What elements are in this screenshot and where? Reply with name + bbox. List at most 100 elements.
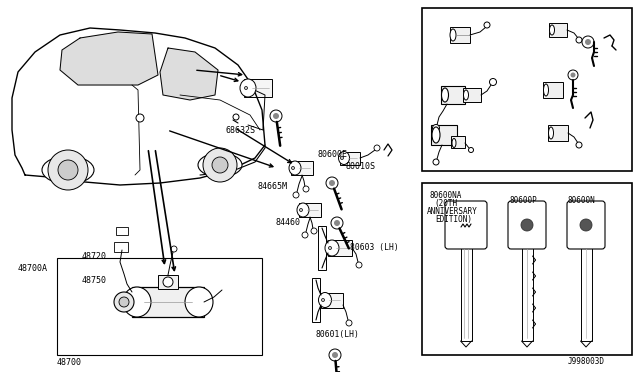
Bar: [116, 227, 128, 235]
Bar: [132, 287, 204, 317]
Circle shape: [582, 36, 594, 48]
Bar: [461, 246, 472, 341]
Text: 80600P: 80600P: [509, 196, 537, 205]
Circle shape: [332, 352, 338, 358]
Circle shape: [329, 180, 335, 186]
Bar: [516, 209, 538, 239]
Bar: [158, 275, 178, 289]
Circle shape: [293, 192, 299, 198]
Circle shape: [576, 142, 582, 148]
Text: 80010S: 80010S: [345, 162, 375, 171]
Bar: [340, 151, 360, 164]
Bar: [549, 23, 567, 37]
Polygon shape: [160, 48, 218, 100]
Circle shape: [490, 78, 497, 86]
Circle shape: [270, 110, 282, 122]
Circle shape: [580, 219, 592, 231]
Ellipse shape: [450, 29, 456, 41]
Bar: [431, 125, 457, 145]
Circle shape: [433, 125, 440, 131]
Circle shape: [300, 208, 303, 212]
Circle shape: [468, 148, 474, 153]
Circle shape: [433, 159, 439, 165]
Bar: [422, 183, 632, 355]
Polygon shape: [60, 32, 158, 85]
Ellipse shape: [163, 277, 173, 287]
Text: (20TH: (20TH: [434, 199, 457, 208]
Text: EDITION): EDITION): [435, 215, 472, 224]
FancyBboxPatch shape: [445, 201, 487, 249]
Text: 84460: 84460: [275, 218, 300, 227]
Text: 80600N: 80600N: [568, 196, 596, 205]
Circle shape: [328, 247, 332, 250]
Bar: [522, 246, 532, 341]
Ellipse shape: [432, 127, 440, 143]
Circle shape: [212, 157, 228, 173]
Text: 48700: 48700: [57, 358, 82, 367]
Circle shape: [484, 22, 490, 28]
Text: ANNIVERSARY: ANNIVERSARY: [427, 207, 478, 216]
Text: 80600NA: 80600NA: [430, 191, 462, 200]
Circle shape: [334, 220, 340, 226]
Circle shape: [203, 148, 237, 182]
Circle shape: [114, 292, 134, 312]
Bar: [575, 209, 597, 239]
Ellipse shape: [123, 287, 151, 317]
Circle shape: [340, 157, 344, 160]
Text: 48750: 48750: [82, 276, 107, 285]
Bar: [328, 240, 352, 256]
Bar: [580, 246, 591, 341]
Circle shape: [119, 297, 129, 307]
Circle shape: [48, 150, 88, 190]
Bar: [459, 221, 473, 231]
Circle shape: [576, 37, 582, 43]
Bar: [114, 242, 128, 252]
Circle shape: [356, 262, 362, 268]
Text: 84665M: 84665M: [258, 182, 288, 191]
Text: 68632S: 68632S: [225, 126, 255, 135]
Circle shape: [374, 145, 380, 151]
Circle shape: [331, 217, 343, 229]
Bar: [244, 79, 272, 97]
Ellipse shape: [198, 153, 242, 177]
Ellipse shape: [463, 90, 468, 100]
Ellipse shape: [185, 287, 213, 317]
Ellipse shape: [548, 127, 554, 139]
Circle shape: [521, 219, 533, 231]
Circle shape: [326, 177, 338, 189]
Bar: [318, 226, 326, 270]
Text: 80601(LH): 80601(LH): [315, 330, 359, 339]
Bar: [291, 161, 313, 175]
Ellipse shape: [289, 161, 301, 175]
Bar: [450, 27, 470, 43]
Circle shape: [303, 186, 309, 192]
Circle shape: [568, 70, 578, 80]
Bar: [321, 292, 343, 308]
Ellipse shape: [543, 84, 548, 96]
Bar: [548, 125, 568, 141]
Circle shape: [321, 298, 324, 301]
Text: 80603 (LH): 80603 (LH): [350, 243, 399, 252]
Circle shape: [244, 87, 248, 90]
Circle shape: [273, 113, 279, 119]
Circle shape: [171, 246, 177, 252]
FancyBboxPatch shape: [508, 201, 546, 249]
Text: 48720: 48720: [82, 252, 107, 261]
Ellipse shape: [319, 292, 332, 308]
Bar: [452, 210, 480, 237]
Ellipse shape: [297, 203, 309, 217]
Bar: [422, 8, 632, 171]
Ellipse shape: [550, 25, 554, 35]
Circle shape: [329, 349, 341, 361]
Circle shape: [233, 114, 239, 120]
Ellipse shape: [42, 156, 94, 184]
Ellipse shape: [325, 240, 339, 256]
Ellipse shape: [452, 138, 456, 148]
FancyBboxPatch shape: [567, 201, 605, 249]
Circle shape: [346, 320, 352, 326]
Bar: [299, 203, 321, 217]
Ellipse shape: [339, 151, 349, 164]
Text: J998003D: J998003D: [568, 357, 605, 366]
Circle shape: [311, 228, 317, 234]
Bar: [463, 88, 481, 102]
